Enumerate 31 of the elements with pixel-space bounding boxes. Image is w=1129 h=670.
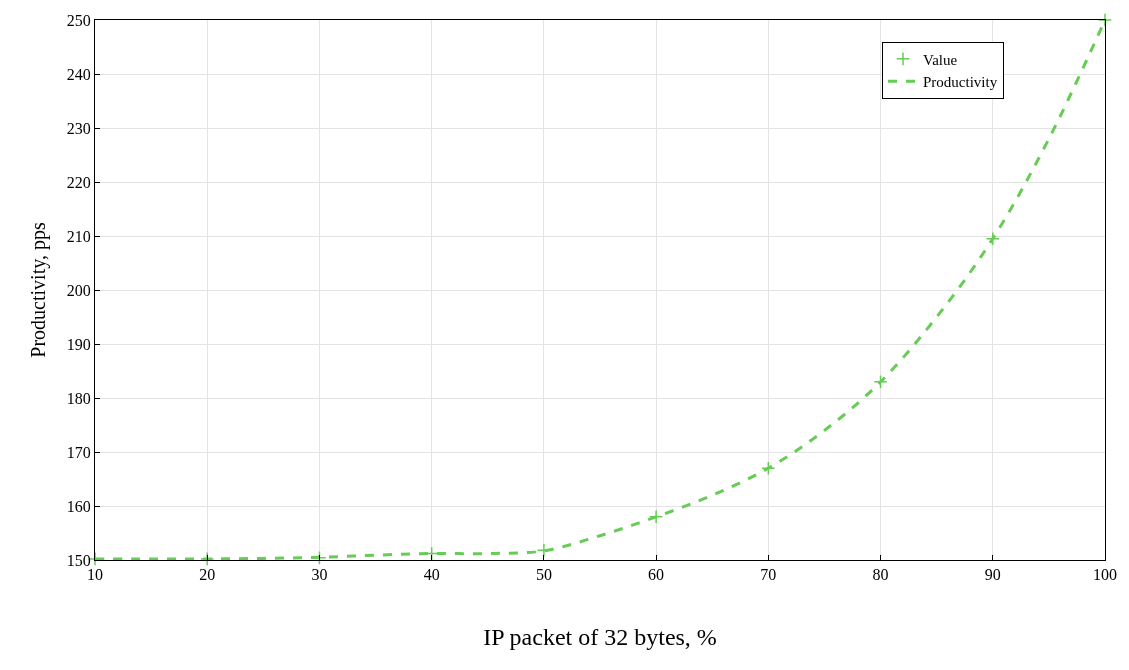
legend-label: Value [923, 51, 958, 68]
point [873, 374, 888, 389]
x-tick-label: 20 [199, 566, 216, 584]
y-tick-label: 240 [66, 65, 91, 83]
x-tick-label: 100 [1093, 566, 1117, 584]
point [312, 550, 327, 565]
x-tick-label: 50 [535, 566, 552, 584]
y-tick-label: 150 [66, 551, 91, 569]
x-tick-label: 10 [87, 566, 103, 584]
point [985, 231, 1000, 246]
point [649, 509, 664, 524]
legend-label: Productivity [923, 74, 998, 91]
y-tick-label: 220 [66, 173, 91, 191]
x-axis-title: IP packet of 32 bytes, % [483, 623, 717, 650]
y-tick-label: 180 [66, 389, 91, 407]
point [761, 461, 776, 476]
y-tick-label: 230 [66, 119, 91, 137]
y-tick-label: 200 [66, 281, 91, 299]
y-tick-label: 170 [66, 443, 91, 461]
x-tick-label: 40 [423, 566, 440, 584]
x-tick-label: 60 [648, 566, 665, 584]
x-tick-label: 70 [760, 566, 777, 584]
y-tick-label: 250 [66, 11, 91, 29]
x-tick-label: 80 [872, 566, 889, 584]
y-tick-label: 210 [66, 227, 91, 245]
point [1097, 12, 1113, 28]
y-tick-label: 190 [66, 335, 91, 353]
x-tick-label: 30 [311, 566, 328, 584]
x-tick-label: 90 [984, 566, 1001, 584]
y-tick-label: 160 [66, 497, 91, 515]
y-axis-title: Productivity, pps [27, 222, 51, 358]
